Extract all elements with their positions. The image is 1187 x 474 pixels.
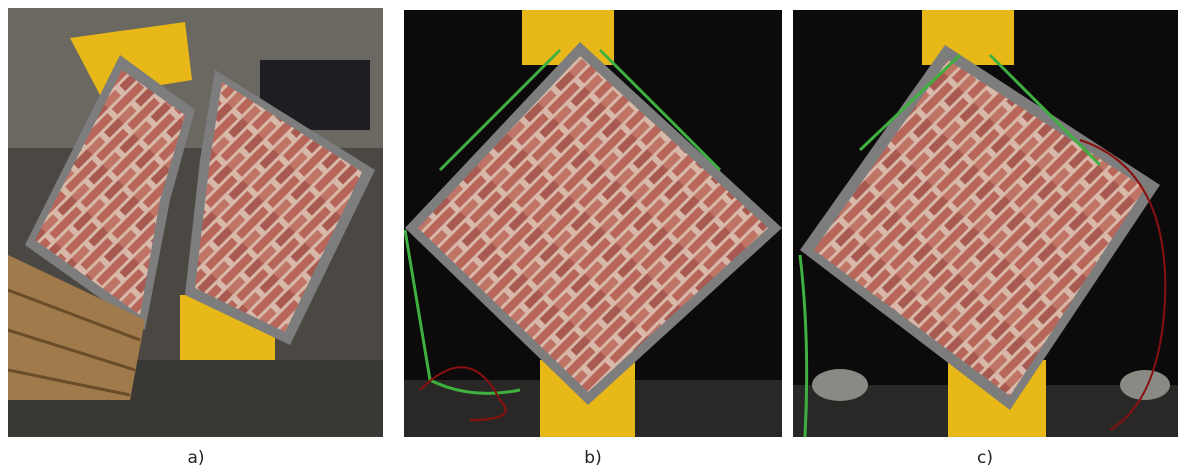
photo-a [8, 8, 383, 437]
caption: c) [977, 448, 993, 468]
figure: a) b) c) [0, 0, 1187, 474]
caption: a) [187, 448, 204, 468]
photo-c [793, 10, 1178, 437]
caption: b) [584, 448, 601, 468]
photo-b [404, 10, 782, 437]
